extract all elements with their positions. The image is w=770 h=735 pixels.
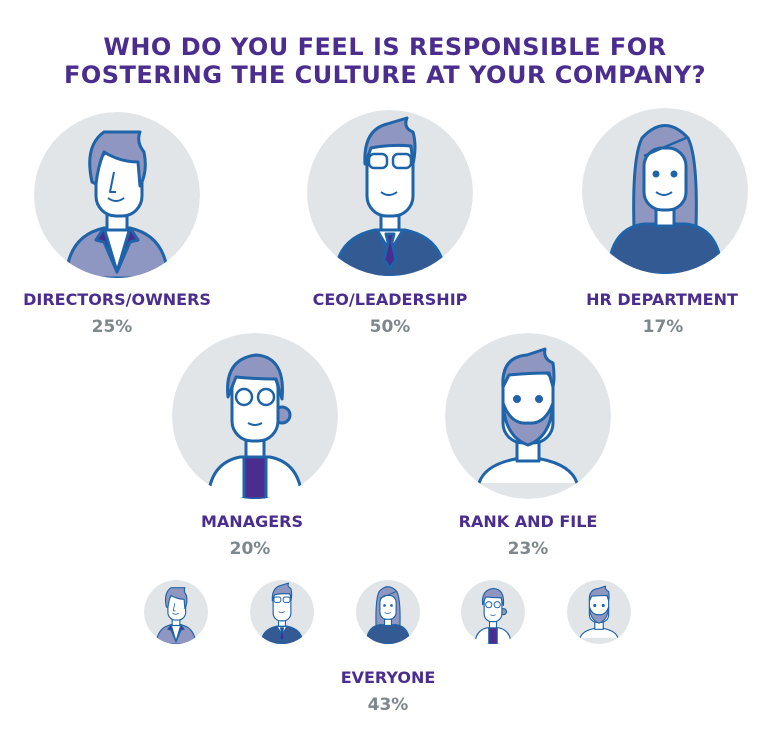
category-label: CEO/LEADERSHIP bbox=[312, 290, 468, 309]
percent-label: 43% bbox=[367, 695, 409, 715]
chart-title: WHO DO YOU FEEL IS RESPONSIBLE FOR FOSTE… bbox=[0, 33, 770, 89]
category-label: HR DEPARTMENT bbox=[586, 290, 738, 309]
rank-and-file-avatar-small-icon bbox=[567, 580, 631, 644]
percent-label: 20% bbox=[229, 539, 271, 559]
category-label: MANAGERS bbox=[201, 512, 303, 531]
hr-avatar-small-icon bbox=[356, 580, 420, 644]
title-line-1: WHO DO YOU FEEL IS RESPONSIBLE FOR bbox=[103, 33, 667, 61]
category-label: RANK AND FILE bbox=[458, 512, 598, 531]
ceo-avatar-icon bbox=[307, 110, 473, 276]
director-avatar-small-icon bbox=[144, 580, 208, 644]
category-label: DIRECTORS/OWNERS bbox=[23, 290, 211, 309]
percent-label: 17% bbox=[642, 317, 684, 337]
category-label: EVERYONE bbox=[340, 668, 436, 687]
percent-label: 23% bbox=[507, 539, 549, 559]
manager-avatar-icon bbox=[172, 333, 338, 499]
percent-label: 25% bbox=[91, 317, 133, 337]
percent-label: 50% bbox=[369, 317, 411, 337]
hr-avatar-icon bbox=[582, 108, 748, 274]
director-avatar-icon bbox=[34, 112, 200, 278]
title-line-2: FOSTERING THE CULTURE AT YOUR COMPANY? bbox=[63, 61, 707, 89]
rank-and-file-avatar-icon bbox=[445, 333, 611, 499]
manager-avatar-small-icon bbox=[461, 580, 525, 644]
ceo-avatar-small-icon bbox=[250, 580, 314, 644]
